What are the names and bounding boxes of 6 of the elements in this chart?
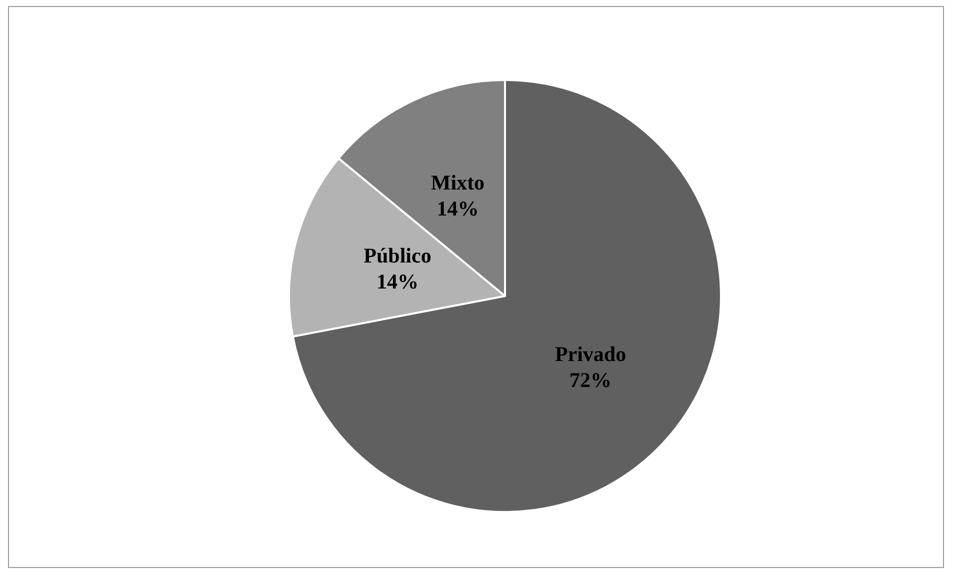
data-label: 14%	[436, 196, 479, 221]
slice-label: Privado	[554, 342, 626, 366]
slice-label: Público	[364, 243, 432, 268]
data-label: 14%	[376, 269, 418, 294]
data-label: 72%	[570, 368, 612, 392]
slice-label: Mixto	[430, 170, 485, 195]
